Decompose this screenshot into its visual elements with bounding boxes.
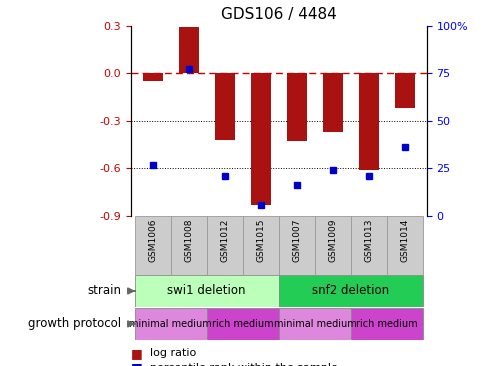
Text: strain: strain [87, 284, 121, 298]
Bar [242, 216, 278, 274]
Text: minimal medium: minimal medium [129, 319, 212, 329]
Bar [350, 308, 423, 340]
Bar [287, 73, 306, 141]
Text: rich medium: rich medium [212, 319, 273, 329]
Bar [134, 308, 206, 340]
Text: GSM1013: GSM1013 [364, 219, 373, 262]
Bar [250, 73, 270, 205]
Bar [134, 216, 170, 274]
Bar [359, 73, 378, 170]
Bar [278, 308, 350, 340]
Bar [278, 216, 314, 274]
Text: log ratio: log ratio [150, 348, 196, 358]
Bar [142, 73, 162, 81]
Bar [179, 27, 198, 73]
Text: rich medium: rich medium [356, 319, 417, 329]
Text: GSM1007: GSM1007 [292, 219, 301, 262]
Text: GSM1015: GSM1015 [256, 219, 265, 262]
Text: growth protocol: growth protocol [28, 317, 121, 330]
Bar [314, 216, 350, 274]
Bar [170, 216, 206, 274]
Bar [350, 216, 386, 274]
Text: ■: ■ [131, 347, 146, 360]
Bar [278, 275, 423, 307]
Bar [386, 216, 423, 274]
Text: GSM1009: GSM1009 [328, 219, 337, 262]
Text: swi1 deletion: swi1 deletion [167, 284, 245, 298]
Bar [206, 216, 242, 274]
Bar [214, 73, 234, 140]
Text: minimal medium: minimal medium [273, 319, 356, 329]
Bar [322, 73, 342, 132]
Text: GSM1008: GSM1008 [184, 219, 193, 262]
Text: ■: ■ [131, 361, 146, 366]
Text: snf2 deletion: snf2 deletion [312, 284, 389, 298]
Bar [134, 275, 278, 307]
Title: GDS106 / 4484: GDS106 / 4484 [221, 7, 336, 22]
Text: percentile rank within the sample: percentile rank within the sample [150, 363, 337, 366]
Text: GSM1006: GSM1006 [148, 219, 157, 262]
Bar [394, 73, 414, 108]
Bar [206, 308, 278, 340]
Text: GSM1014: GSM1014 [400, 219, 409, 262]
Text: GSM1012: GSM1012 [220, 219, 229, 262]
